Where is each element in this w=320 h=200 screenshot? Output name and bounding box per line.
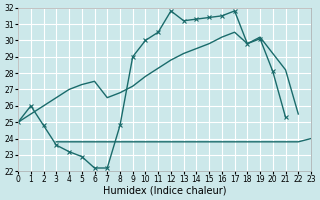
- X-axis label: Humidex (Indice chaleur): Humidex (Indice chaleur): [103, 186, 226, 196]
